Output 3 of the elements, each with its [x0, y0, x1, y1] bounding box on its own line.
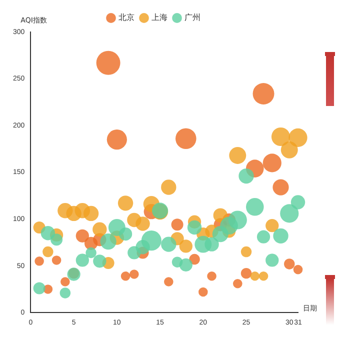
legend-label: 上海: [152, 13, 168, 22]
legend-label: 北京: [118, 13, 134, 22]
legend-label: 广州: [184, 13, 200, 22]
